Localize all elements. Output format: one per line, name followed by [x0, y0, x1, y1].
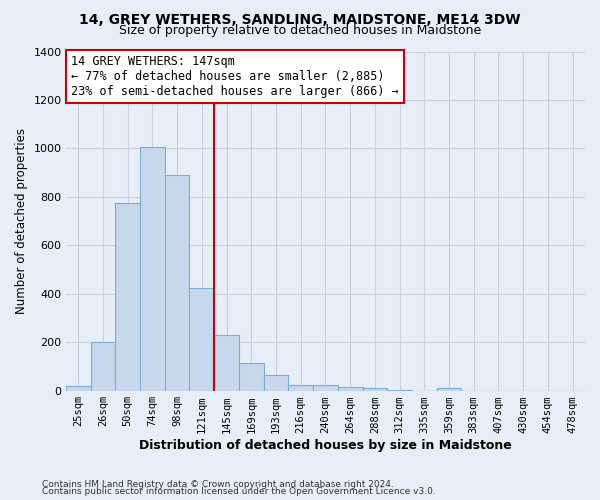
Bar: [214, 335, 239, 391]
Bar: [91, 342, 115, 391]
Bar: [115, 203, 140, 391]
Text: Contains HM Land Registry data © Crown copyright and database right 2024.: Contains HM Land Registry data © Crown c…: [42, 480, 394, 489]
Bar: [140, 148, 165, 391]
Bar: [338, 388, 362, 391]
Bar: [239, 363, 263, 391]
Bar: [190, 288, 214, 391]
Text: Size of property relative to detached houses in Maidstone: Size of property relative to detached ho…: [119, 24, 481, 37]
Bar: [263, 375, 289, 391]
X-axis label: Distribution of detached houses by size in Maidstone: Distribution of detached houses by size …: [139, 440, 512, 452]
Bar: [66, 386, 91, 391]
Bar: [437, 388, 461, 391]
Bar: [165, 175, 190, 391]
Text: 14, GREY WETHERS, SANDLING, MAIDSTONE, ME14 3DW: 14, GREY WETHERS, SANDLING, MAIDSTONE, M…: [79, 12, 521, 26]
Bar: [289, 385, 313, 391]
Bar: [362, 388, 387, 391]
Bar: [313, 385, 338, 391]
Text: 14 GREY WETHERS: 147sqm
← 77% of detached houses are smaller (2,885)
23% of semi: 14 GREY WETHERS: 147sqm ← 77% of detache…: [71, 55, 399, 98]
Bar: [387, 390, 412, 391]
Y-axis label: Number of detached properties: Number of detached properties: [15, 128, 28, 314]
Text: Contains public sector information licensed under the Open Government Licence v3: Contains public sector information licen…: [42, 488, 436, 496]
